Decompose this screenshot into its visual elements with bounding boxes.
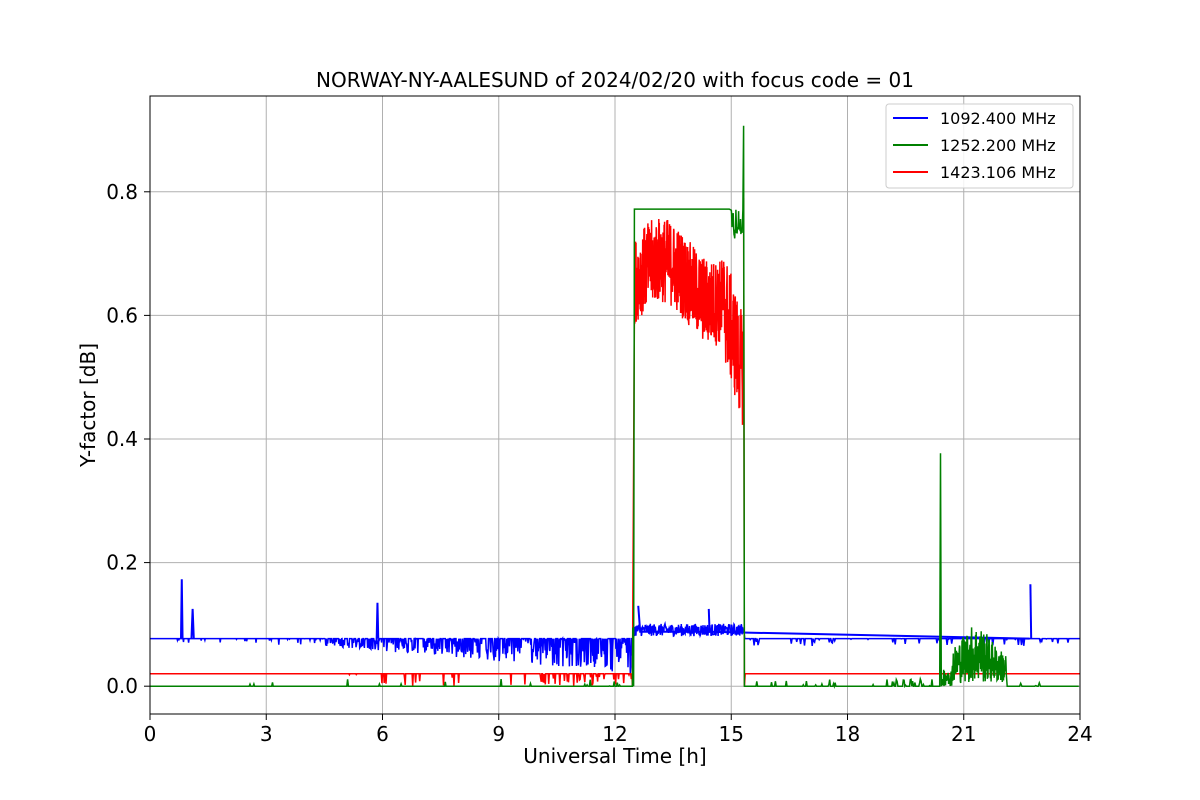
series-line-1092mhz <box>150 620 1080 674</box>
y-tick-label: 0.8 <box>106 180 138 204</box>
series-spike-1092mhz <box>637 605 708 633</box>
series-line-1423mhz <box>150 197 1080 687</box>
x-tick-label: 9 <box>492 722 505 746</box>
plot-area <box>150 125 1080 689</box>
y-axis-label: Y-factor [dB] <box>76 343 100 468</box>
x-tick-label: 6 <box>376 722 389 746</box>
legend-label: 1423.106 MHz <box>940 163 1056 182</box>
chart-title: NORWAY-NY-AALESUND of 2024/02/20 with fo… <box>316 68 914 92</box>
y-axis-ticks: 0.0 0.2 0.4 0.6 0.8 <box>106 180 150 698</box>
y-tick-label: 0.6 <box>106 303 138 327</box>
legend-label: 1092.400 MHz <box>940 109 1056 128</box>
x-tick-label: 24 <box>1067 722 1092 746</box>
x-axis-label: Universal Time [h] <box>523 744 706 768</box>
y-tick-label: 0.4 <box>106 427 138 451</box>
legend: 1092.400 MHz 1252.200 MHz 1423.106 MHz <box>885 103 1074 189</box>
grid-lines <box>149 96 1081 714</box>
x-tick-label: 21 <box>951 722 976 746</box>
series-line-1252mhz <box>150 125 1079 689</box>
y-tick-label: 0.2 <box>106 551 138 575</box>
series-spike-1092mhz <box>1029 584 1033 639</box>
legend-box <box>885 103 1074 189</box>
series-spike-1092mhz <box>707 608 1030 640</box>
series-spike-1092mhz <box>180 579 184 639</box>
x-axis-ticks: 0 3 6 9 12 15 18 21 24 <box>144 714 1093 746</box>
y-tick-label: 0.0 <box>106 674 138 698</box>
x-tick-label: 3 <box>260 722 273 746</box>
x-tick-label: 18 <box>835 722 860 746</box>
legend-label: 1252.200 MHz <box>940 136 1056 155</box>
x-tick-label: 15 <box>719 722 744 746</box>
x-tick-label: 12 <box>602 722 627 746</box>
series-spike-1092mhz <box>375 602 380 639</box>
series-spike-1092mhz <box>190 608 195 639</box>
x-tick-label: 0 <box>144 722 157 746</box>
